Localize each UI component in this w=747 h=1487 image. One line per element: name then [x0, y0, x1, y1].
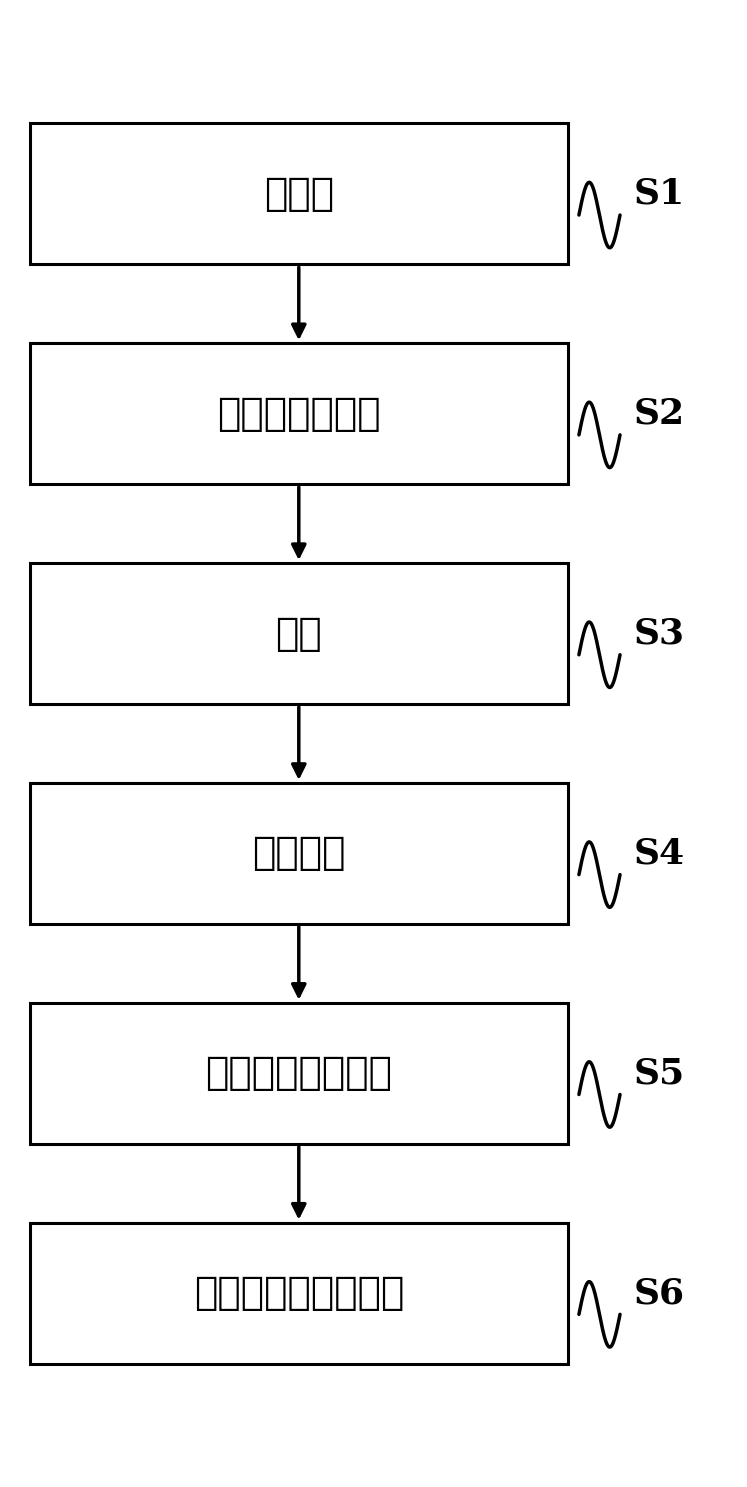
Text: S5: S5: [633, 1056, 685, 1090]
Text: 去应力退火处理: 去应力退火处理: [217, 394, 381, 433]
Text: 粗加工: 粗加工: [264, 175, 334, 213]
Bar: [30, 1002, 568, 1144]
Bar: [30, 564, 568, 705]
Text: 加压校直淬火处理: 加压校直淬火处理: [205, 1054, 392, 1093]
Text: 滚齿: 滚齿: [276, 614, 322, 653]
Text: 渗碳处理: 渗碳处理: [252, 834, 346, 873]
Bar: [30, 123, 568, 265]
Text: S1: S1: [633, 177, 685, 211]
Text: S2: S2: [633, 397, 684, 431]
Bar: [30, 1222, 568, 1364]
Text: S3: S3: [633, 617, 684, 651]
Text: 低温回火去应力处理: 低温回火去应力处理: [193, 1274, 404, 1312]
Text: S6: S6: [633, 1276, 684, 1310]
Text: S4: S4: [633, 836, 684, 870]
Bar: [30, 782, 568, 923]
Bar: [30, 343, 568, 485]
